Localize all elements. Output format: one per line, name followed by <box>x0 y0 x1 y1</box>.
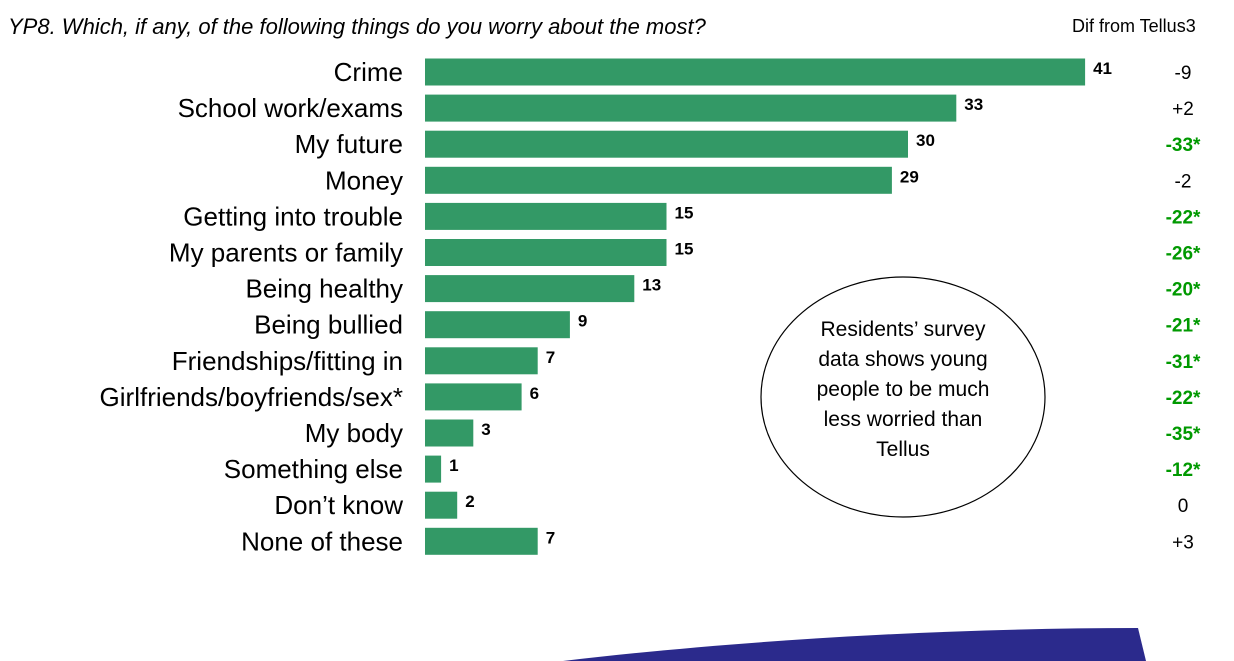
value-label: 7 <box>546 528 555 547</box>
callout: Residents’ survey data shows young people … <box>760 276 1046 518</box>
bar <box>425 58 1086 86</box>
bar <box>425 383 522 411</box>
dif-value: +2 <box>1172 99 1194 120</box>
dif-value: -26* <box>1166 244 1201 265</box>
bar <box>425 311 570 339</box>
callout-text-line: Tellus <box>876 438 930 461</box>
bar <box>425 527 538 555</box>
category-label: My future <box>295 129 403 159</box>
value-label: 7 <box>546 348 555 367</box>
value-label: 15 <box>675 203 694 222</box>
category-label: Crime <box>334 57 403 87</box>
callout-text-line: less worried than <box>824 408 983 431</box>
value-label: 3 <box>481 420 490 439</box>
bars <box>425 58 1086 555</box>
bar <box>425 455 442 483</box>
bar <box>425 94 957 122</box>
category-label: My body <box>305 418 403 448</box>
value-label: 15 <box>675 240 694 259</box>
callout-text-line: Residents’ survey <box>821 318 986 341</box>
dif-value: -31* <box>1166 352 1201 373</box>
value-label: 30 <box>916 131 935 150</box>
dif-value: -20* <box>1166 280 1201 301</box>
chart-title: YP8. Which, if any, of the following thi… <box>8 14 706 39</box>
dif-value: -21* <box>1166 316 1201 337</box>
dif-value: -33* <box>1166 135 1201 156</box>
category-label: None of these <box>241 526 403 556</box>
category-label: School work/exams <box>178 93 403 123</box>
bar <box>425 166 892 194</box>
dif-value: -22* <box>1166 207 1201 228</box>
dif-value: -9 <box>1175 63 1192 84</box>
category-label: My parents or family <box>169 238 403 268</box>
value-label: 13 <box>642 276 661 295</box>
category-label: Don’t know <box>274 490 403 520</box>
category-label: Money <box>325 165 403 195</box>
category-label: Something else <box>224 454 403 484</box>
bar <box>425 275 635 303</box>
bar <box>425 130 908 158</box>
dif-column-header: Dif from Tellus3 <box>1072 16 1196 36</box>
bar <box>425 347 538 375</box>
globe-graphic <box>563 628 1146 661</box>
value-label: 33 <box>964 95 983 114</box>
value-label: 1 <box>449 456 458 475</box>
bar <box>425 491 458 519</box>
dif-value: +3 <box>1172 532 1194 553</box>
category-labels: Crime School work/exams My future Money Gett… <box>100 57 404 556</box>
dif-value: 0 <box>1178 496 1189 517</box>
dif-value: -22* <box>1166 388 1201 409</box>
bar <box>425 202 667 230</box>
callout-ellipse <box>760 276 1046 518</box>
dif-value: -35* <box>1166 424 1201 445</box>
callout-text-line: people to be much <box>817 378 990 401</box>
category-label: Getting into trouble <box>183 201 403 231</box>
value-label: 41 <box>1093 59 1112 78</box>
category-label: Being bullied <box>254 310 403 340</box>
category-label: Girlfriends/boyfriends/sex* <box>100 382 403 412</box>
value-label: 2 <box>465 492 474 511</box>
category-label: Being healthy <box>245 274 403 304</box>
bar <box>425 239 667 266</box>
value-label: 29 <box>900 167 919 186</box>
callout-text-line: data shows young <box>818 348 987 371</box>
dif-value: -12* <box>1166 460 1201 481</box>
bar <box>425 419 474 447</box>
value-label: 9 <box>578 312 587 331</box>
category-label: Friendships/fitting in <box>172 346 403 376</box>
value-label: 6 <box>530 384 539 403</box>
dif-values: -9 +2 -33* -2 -22* -26* -20* -21* -31* -22* -35* -1… <box>1166 63 1201 553</box>
dif-value: -2 <box>1175 171 1192 192</box>
